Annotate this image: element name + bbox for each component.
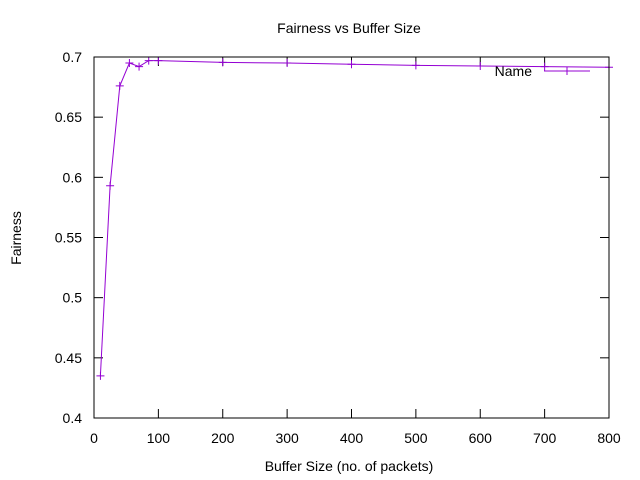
x-axis-label: Buffer Size (no. of packets) <box>265 458 434 474</box>
series-layer <box>96 56 613 380</box>
data-point <box>125 59 134 68</box>
data-point <box>347 60 356 69</box>
plot-frame <box>93 56 610 419</box>
data-point <box>135 62 144 71</box>
legend-marker <box>563 67 571 75</box>
legend-label: Name <box>495 63 533 79</box>
x-tick-label: 400 <box>340 430 364 446</box>
data-point <box>106 181 115 190</box>
data-point <box>96 371 105 380</box>
data-point <box>218 58 227 67</box>
y-tick-label: 0.5 <box>63 290 83 306</box>
chart-title: Fairness vs Buffer Size <box>277 20 421 36</box>
x-tick-label: 800 <box>597 430 621 446</box>
x-tick-label: 300 <box>275 430 299 446</box>
y-tick-label: 0.6 <box>63 169 83 185</box>
y-tick-label: 0.45 <box>55 350 82 366</box>
y-tick-label: 0.4 <box>63 410 83 426</box>
x-tick-label: 100 <box>147 430 171 446</box>
data-point <box>115 81 124 90</box>
x-tick-label: 600 <box>469 430 493 446</box>
data-point <box>476 62 485 71</box>
x-tick-label: 700 <box>533 430 557 446</box>
x-tick-label: 0 <box>90 430 98 446</box>
x-tick-label: 200 <box>211 430 235 446</box>
legend: Name <box>495 63 590 79</box>
data-point <box>144 56 153 65</box>
y-axis-label: Fairness <box>8 211 24 265</box>
series-line <box>99 60 610 376</box>
axis-ticks: 0 100 200 300 400 500 600 700 800 0.4 0.45 0.5 0.55 0… <box>55 49 621 446</box>
data-point <box>540 62 549 71</box>
y-tick-label: 0.55 <box>55 230 82 246</box>
data-point <box>154 56 163 65</box>
y-tick-label: 0.65 <box>55 109 82 125</box>
data-point <box>411 61 420 70</box>
data-point <box>283 59 292 68</box>
x-tick-label: 500 <box>404 430 428 446</box>
y-tick-label: 0.7 <box>63 49 83 65</box>
